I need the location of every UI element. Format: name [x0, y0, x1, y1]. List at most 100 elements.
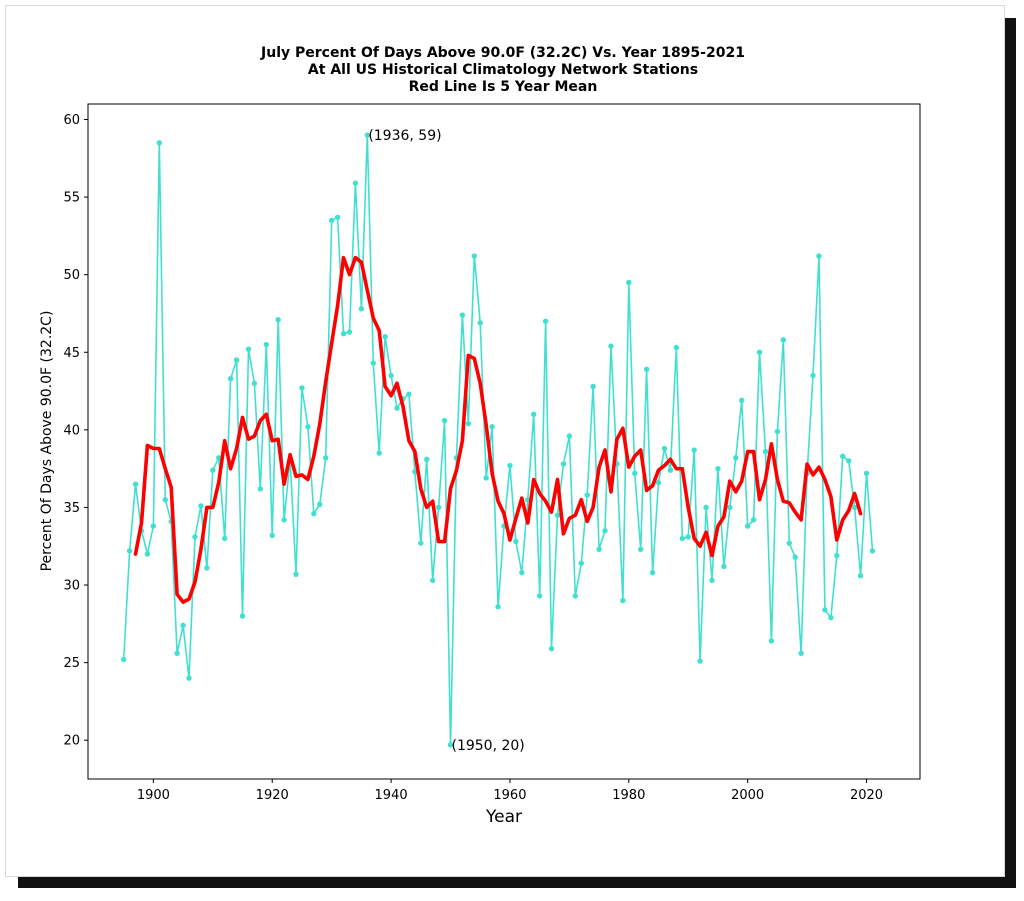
data-point: [180, 622, 186, 629]
x-tick-label: 1980: [612, 788, 645, 803]
data-point: [323, 455, 329, 461]
data-point: [317, 501, 323, 508]
data-point: [495, 604, 501, 610]
data-point: [293, 571, 299, 577]
data-point: [845, 458, 852, 464]
data-point: [483, 475, 489, 481]
data-point: [727, 504, 733, 511]
chart-title: July Percent Of Days Above 90.0F (32.2C)…: [260, 45, 745, 95]
x-tick-label: 1900: [137, 788, 170, 803]
data-point: [394, 405, 400, 411]
data-point: [352, 180, 359, 186]
data-point: [857, 573, 864, 579]
x-tick-label: 1920: [256, 788, 289, 803]
data-point: [739, 397, 745, 404]
series-layer: [120, 132, 876, 748]
data-point: [269, 532, 275, 539]
x-tick-label: 1940: [375, 788, 408, 803]
data-point: [489, 424, 495, 430]
data-point: [578, 560, 584, 567]
data-point: [608, 343, 614, 349]
y-tick-label: 45: [63, 346, 80, 361]
x-tick-label: 2000: [731, 788, 764, 803]
data-point: [869, 548, 876, 554]
data-point: [673, 344, 680, 351]
data-point: [661, 445, 668, 452]
x-tick-label: 1960: [493, 788, 526, 803]
data-point: [840, 453, 846, 459]
data-point: [566, 433, 573, 439]
data-point: [162, 496, 168, 503]
data-point: [744, 523, 751, 529]
data-point: [364, 132, 371, 138]
data-point: [697, 658, 703, 664]
data-point: [346, 329, 353, 335]
y-tick-label: 20: [63, 734, 80, 749]
annotations: (1936, 59) (1950, 20): [368, 128, 524, 754]
data-point: [626, 279, 632, 286]
data-point: [851, 504, 858, 511]
data-point: [810, 372, 816, 379]
series-line-red: [133, 255, 863, 604]
data-point: [513, 538, 519, 545]
data-point: [584, 492, 590, 498]
data-point: [192, 534, 198, 540]
title-line-1: July Percent Of Days Above 90.0F (32.2C)…: [260, 45, 745, 61]
data-point: [685, 534, 691, 540]
data-point: [126, 548, 133, 554]
y-tick-label: 25: [63, 656, 80, 671]
data-point: [637, 546, 644, 553]
data-point: [596, 546, 602, 553]
data-point: [311, 510, 317, 517]
data-point: [863, 470, 870, 477]
data-point: [774, 428, 781, 435]
data-point: [691, 447, 697, 453]
data-point: [590, 383, 596, 390]
data-point: [340, 330, 347, 337]
data-point: [780, 337, 787, 343]
data-point: [828, 614, 834, 621]
y-axis-label: Percent Of Days Above 90.0F (32.2C): [39, 311, 55, 572]
data-point: [174, 650, 180, 657]
data-point: [120, 656, 127, 663]
data-point: [198, 503, 204, 509]
data-point: [305, 424, 311, 430]
data-point: [572, 593, 579, 599]
data-point: [281, 517, 287, 523]
data-point: [251, 380, 258, 387]
figure-frame: [5, 5, 1005, 877]
data-point: [679, 535, 685, 542]
axis-ticks: 1900 1920 1940 1960 1980 2000 2020202530354045…: [63, 113, 883, 803]
data-point: [216, 455, 222, 461]
data-point: [750, 517, 757, 523]
data-point: [233, 357, 240, 363]
data-point: [548, 645, 555, 652]
data-point: [239, 613, 246, 619]
y-tick-label: 50: [63, 268, 80, 283]
data-point: [786, 540, 792, 546]
data-point: [227, 375, 234, 382]
y-tick-label: 60: [63, 113, 80, 128]
data-point: [721, 563, 727, 570]
data-point: [643, 366, 650, 373]
y-tick-label: 55: [63, 191, 80, 206]
data-point: [703, 504, 709, 511]
data-point: [459, 312, 466, 318]
data-point: [370, 360, 376, 366]
data-point: [204, 565, 210, 571]
annotation-label: (1936, 59): [368, 128, 441, 144]
data-point: [667, 467, 674, 473]
data-point: [388, 372, 394, 379]
data-point: [156, 140, 163, 146]
data-point: [477, 320, 483, 326]
data-point: [358, 306, 365, 312]
data-point: [150, 523, 157, 529]
data-point: [465, 420, 472, 427]
data-point: [536, 593, 543, 599]
data-point: [299, 385, 305, 391]
data-point: [376, 450, 382, 456]
data-point: [649, 569, 656, 576]
data-point: [275, 316, 281, 323]
y-tick-label: 35: [63, 501, 80, 516]
